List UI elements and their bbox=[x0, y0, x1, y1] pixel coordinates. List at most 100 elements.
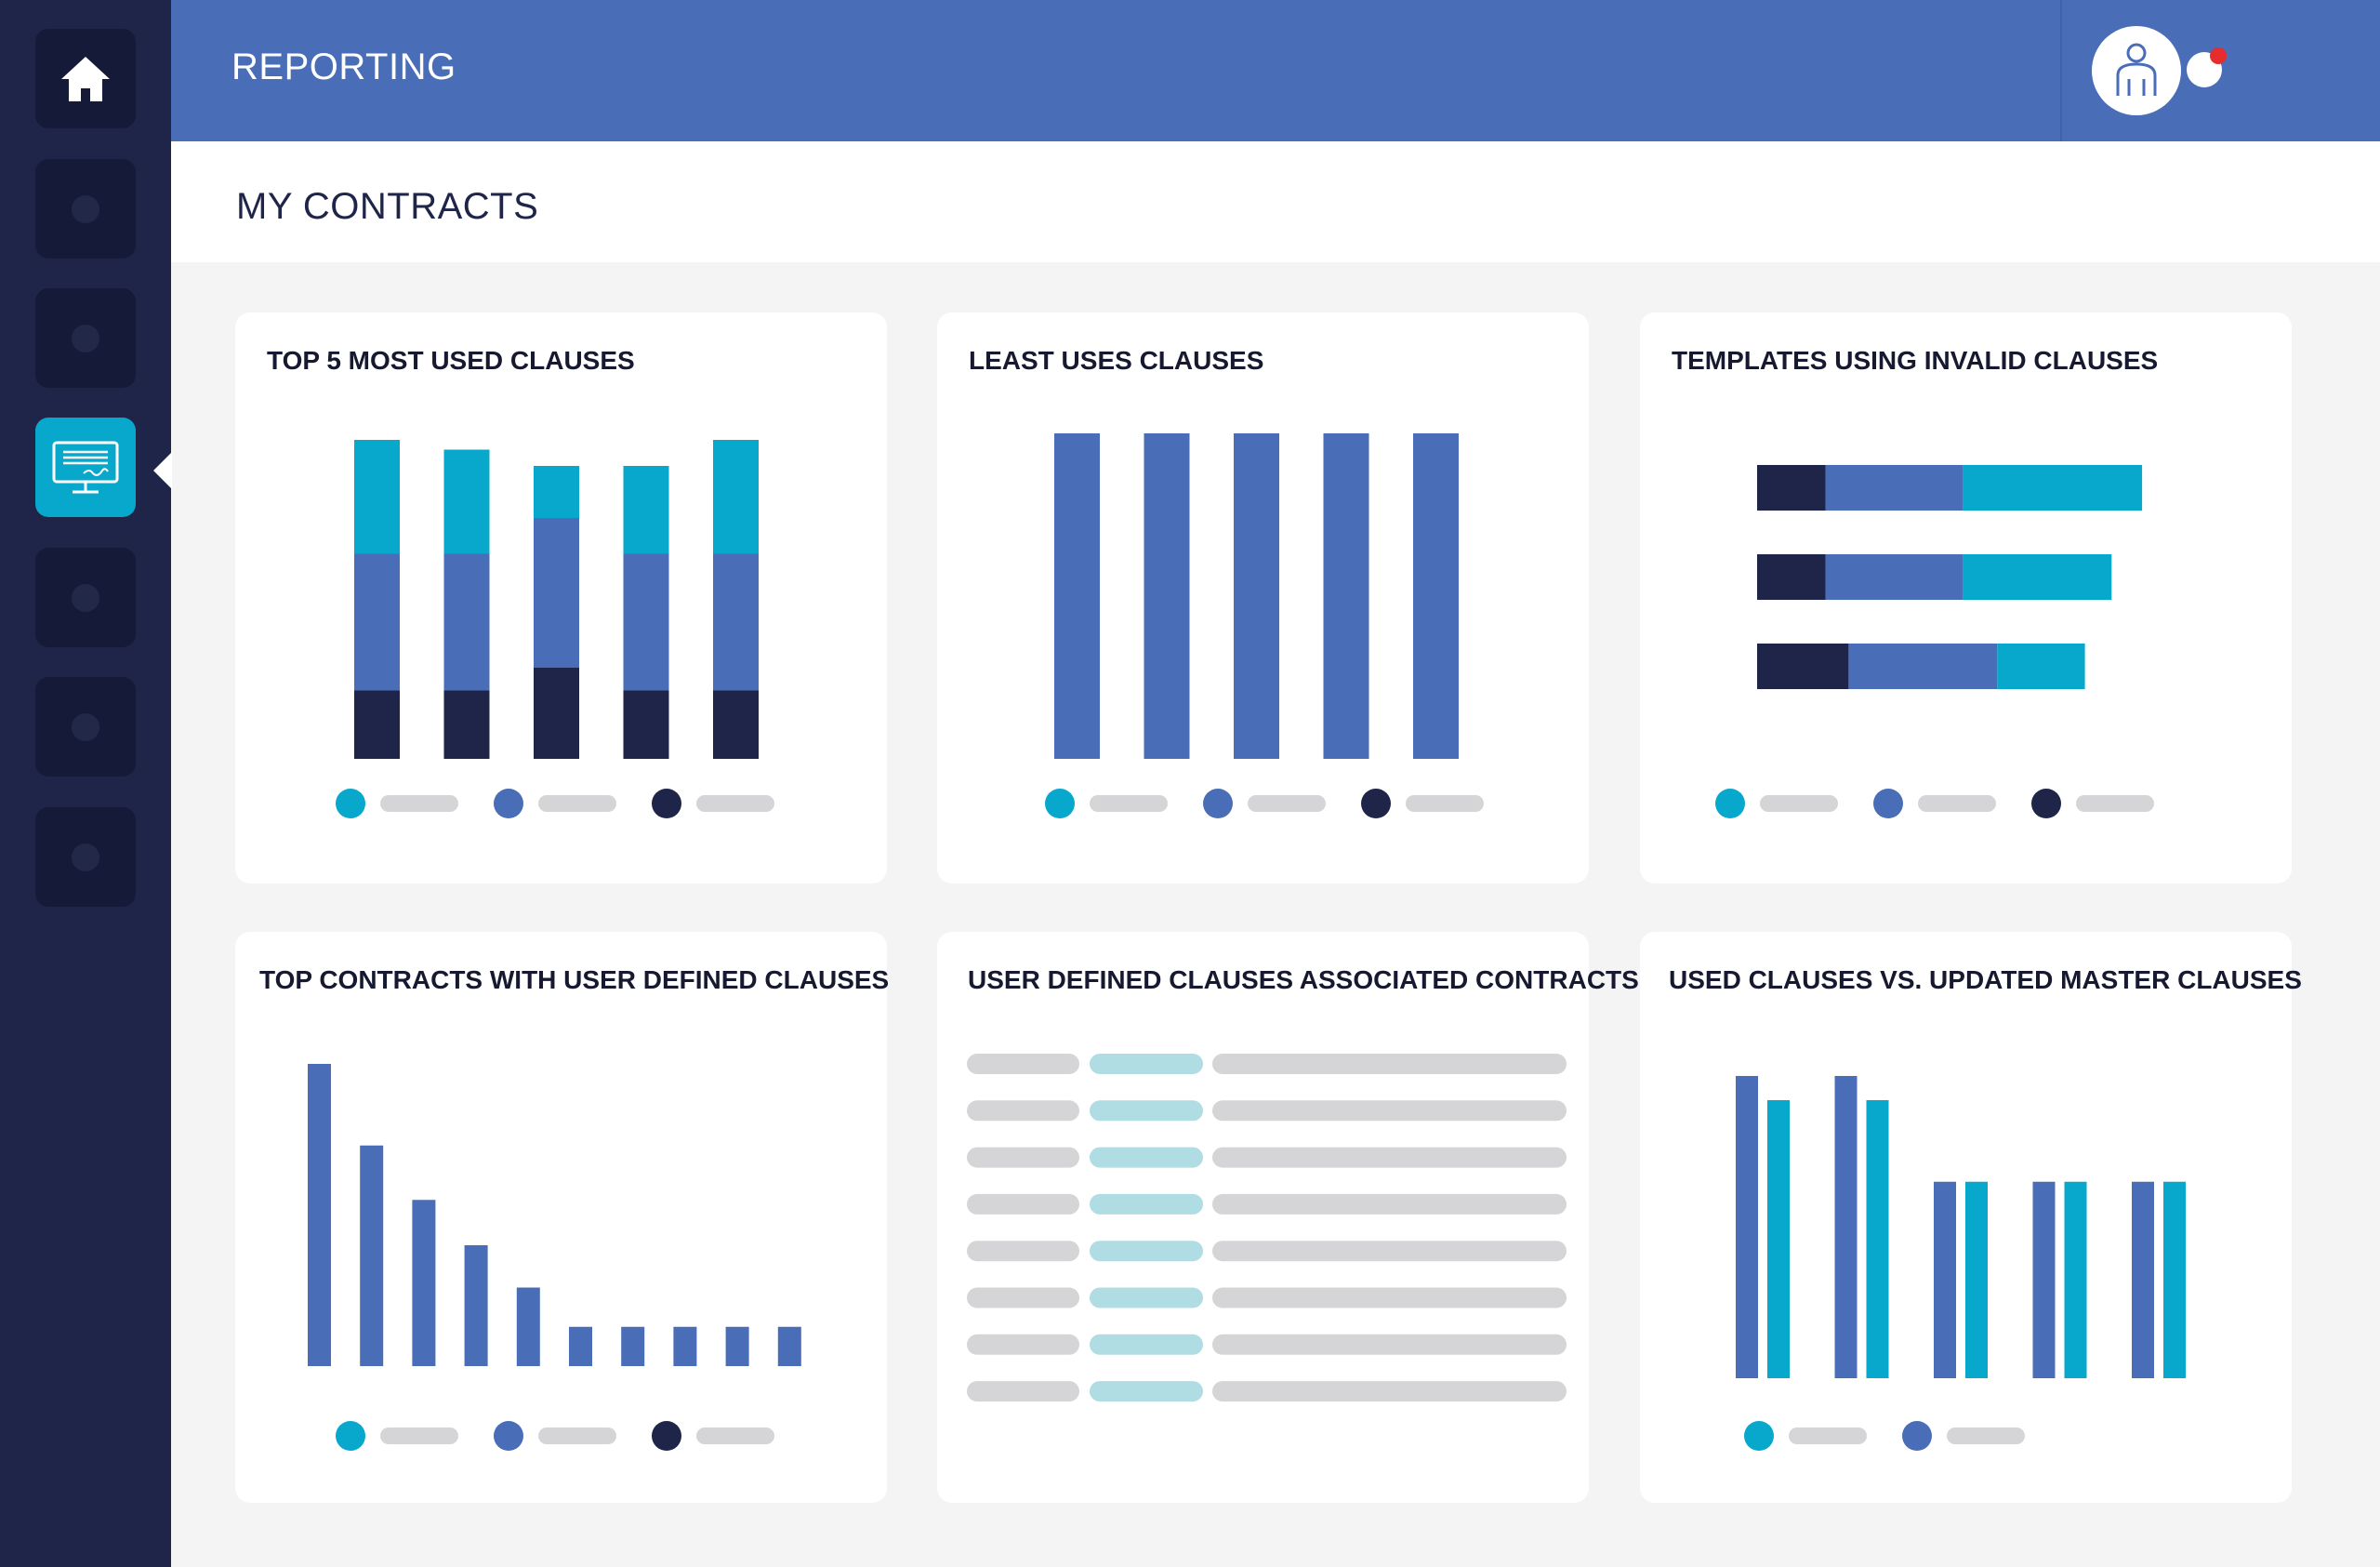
legend-label-placeholder bbox=[696, 1428, 774, 1444]
card-user-defined-clauses-associated-contracts[interactable]: USER DEFINED CLAUSES ASSOCIATED CONTRACT… bbox=[937, 932, 1639, 1503]
bar-segment bbox=[1963, 554, 2112, 600]
sidebar-item-home[interactable] bbox=[35, 29, 136, 128]
bar bbox=[777, 1326, 801, 1366]
dot-icon bbox=[72, 324, 99, 352]
sidebar-item-2[interactable] bbox=[35, 159, 136, 259]
table-cell-placeholder bbox=[967, 1334, 1079, 1355]
card-title: TEMPLATES USING INVALID CLAUSES bbox=[1672, 346, 2159, 375]
stacked-bar-chart bbox=[354, 440, 759, 759]
dot-icon bbox=[72, 712, 99, 741]
bar-segment bbox=[713, 690, 759, 759]
card-title: USED CLAUSES VS. UPDATED MASTER CLAUSES bbox=[1669, 965, 2302, 994]
bar-segment bbox=[534, 466, 579, 518]
table-cell-placeholder bbox=[1090, 1241, 1203, 1262]
bar bbox=[2163, 1181, 2186, 1378]
card-top-5-most-used-clauses[interactable]: TOP 5 MOST USED CLAUSES bbox=[235, 312, 887, 883]
bar bbox=[1234, 433, 1279, 759]
sidebar-item-reporting[interactable] bbox=[35, 418, 136, 517]
bar-segment bbox=[354, 440, 400, 554]
header-title: REPORTING bbox=[231, 46, 456, 87]
table-cell-placeholder bbox=[1090, 1287, 1203, 1308]
page-header: MY CONTRACTS bbox=[171, 141, 2380, 262]
legend-dot-teal bbox=[336, 789, 365, 818]
top-header: REPORTING bbox=[171, 0, 2380, 141]
table-cell-placeholder bbox=[1090, 1054, 1203, 1074]
table-cell-placeholder bbox=[1212, 1054, 1567, 1074]
chart-legend bbox=[336, 789, 810, 818]
table-cell-placeholder bbox=[1090, 1381, 1203, 1402]
table-cell-placeholder bbox=[967, 1054, 1079, 1074]
table-cell-placeholder bbox=[1212, 1100, 1567, 1122]
horizontal-stacked-bar-chart bbox=[1757, 465, 2143, 689]
bar-segment bbox=[354, 553, 400, 691]
card-title: TOP CONTRACTS WITH USER DEFINED CLAUSES bbox=[259, 965, 890, 994]
notification-badge bbox=[2210, 47, 2227, 64]
table-cell-placeholder bbox=[967, 1147, 1079, 1168]
bar bbox=[1736, 1076, 1758, 1378]
bar-segment bbox=[534, 518, 579, 668]
bar-segment bbox=[1825, 554, 1964, 600]
card-least-uses-clauses[interactable]: LEAST USES CLAUSES bbox=[937, 312, 1589, 883]
user-avatar[interactable] bbox=[2092, 26, 2181, 115]
legend-label-placeholder bbox=[538, 795, 616, 812]
card-title: LEAST USES CLAUSES bbox=[969, 346, 1264, 375]
bar bbox=[308, 1064, 331, 1366]
table-cell-placeholder bbox=[1212, 1334, 1567, 1355]
grouped-bar-chart bbox=[1736, 1076, 2186, 1378]
table-cell-placeholder bbox=[1212, 1147, 1567, 1168]
sidebar-item-7[interactable] bbox=[35, 807, 136, 907]
bar bbox=[464, 1245, 488, 1366]
table-cell-placeholder bbox=[1212, 1193, 1567, 1215]
bar bbox=[725, 1326, 749, 1366]
bar-chart bbox=[308, 1064, 801, 1366]
bar bbox=[412, 1200, 436, 1366]
legend-label-placeholder bbox=[1918, 795, 1996, 812]
bar-chart bbox=[1054, 433, 1459, 759]
bar bbox=[569, 1326, 592, 1366]
bar bbox=[2032, 1181, 2056, 1378]
bar-segment bbox=[443, 553, 490, 691]
chart-legend bbox=[1744, 1421, 2060, 1451]
legend-dot-teal bbox=[336, 1421, 365, 1451]
legend-label-placeholder bbox=[380, 795, 458, 812]
legend-dot-blue bbox=[1873, 789, 1903, 818]
dot-icon bbox=[72, 194, 99, 223]
legend-label-placeholder bbox=[1789, 1428, 1867, 1444]
table-cell-placeholder bbox=[1212, 1287, 1567, 1308]
sidebar bbox=[0, 0, 171, 1567]
card-top-contracts-with-user-defined-clauses[interactable]: TOP CONTRACTS WITH USER DEFINED CLAUSES bbox=[235, 932, 890, 1503]
card-title: USER DEFINED CLAUSES ASSOCIATED CONTRACT… bbox=[968, 965, 1639, 994]
legend-dot-navy bbox=[1361, 789, 1391, 818]
bar bbox=[1834, 1076, 1858, 1378]
bar-segment bbox=[1757, 465, 1826, 511]
bar bbox=[1767, 1100, 1790, 1378]
bar-segment bbox=[623, 466, 669, 554]
table-cell-placeholder bbox=[967, 1193, 1079, 1215]
table-cell-placeholder bbox=[1090, 1334, 1203, 1355]
legend-dot-navy bbox=[2031, 789, 2061, 818]
bar-segment bbox=[1825, 465, 1964, 511]
sidebar-item-3[interactable] bbox=[35, 288, 136, 388]
bar-segment bbox=[713, 553, 759, 691]
bar-segment bbox=[354, 690, 400, 759]
card-used-clauses-vs-updated-master-clauses[interactable]: USED CLAUSES VS. UPDATED MASTER CLAUSES bbox=[1640, 932, 2302, 1503]
table-cell-placeholder bbox=[967, 1381, 1079, 1402]
legend-label-placeholder bbox=[1406, 795, 1484, 812]
dot-icon bbox=[72, 843, 99, 871]
user-avatar-icon bbox=[2116, 43, 2157, 96]
sidebar-item-6[interactable] bbox=[35, 677, 136, 777]
chart-legend bbox=[1715, 789, 2189, 818]
legend-dot-teal bbox=[1744, 1421, 1774, 1451]
chart-legend bbox=[336, 1421, 810, 1451]
bar bbox=[621, 1326, 645, 1366]
bar-segment bbox=[623, 690, 669, 759]
legend-label-placeholder bbox=[1248, 795, 1326, 812]
card-templates-using-invalid-clauses[interactable]: TEMPLATES USING INVALID CLAUSES bbox=[1640, 312, 2292, 883]
table-cell-placeholder bbox=[967, 1241, 1079, 1262]
bar bbox=[516, 1287, 540, 1366]
bar-segment bbox=[1963, 465, 2143, 511]
table-cell-placeholder bbox=[967, 1100, 1079, 1122]
sidebar-item-5[interactable] bbox=[35, 548, 136, 647]
bar-segment bbox=[443, 690, 490, 759]
legend-dot-navy bbox=[652, 1421, 681, 1451]
